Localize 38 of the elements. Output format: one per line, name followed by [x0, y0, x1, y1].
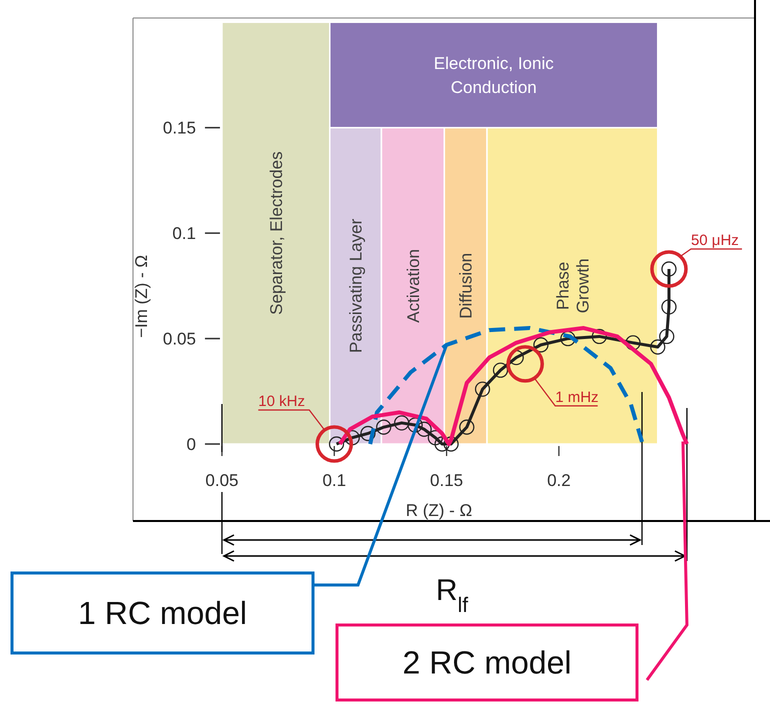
point [474, 382, 490, 397]
text: 1 RC model [78, 595, 247, 631]
point [443, 436, 459, 452]
x-tick-label: 0.2 [547, 471, 571, 490]
x-tick-label: 0.15 [430, 471, 464, 490]
y-tick-label: 0 [186, 435, 196, 454]
point [533, 337, 549, 352]
point [376, 420, 392, 435]
point [394, 415, 410, 431]
text: 2 RC model [402, 644, 572, 680]
point [360, 426, 376, 442]
x-tick-label: 0.1 [322, 471, 346, 490]
point [459, 420, 474, 435]
x-axis-title: R (Z) - Ω [406, 501, 472, 520]
y-axis-title: −Im (Z) - Ω [132, 254, 151, 338]
point [560, 330, 576, 346]
point [650, 339, 666, 355]
point [592, 328, 607, 344]
y-tick-label: 0.05 [162, 330, 196, 349]
point [661, 299, 677, 315]
band-label: Separator, Electrodes [266, 151, 286, 315]
point [492, 362, 508, 378]
annotation: 10 kHz [258, 393, 305, 410]
point [659, 328, 674, 344]
point [408, 417, 423, 433]
y-tick-label: 0.1 [172, 224, 196, 244]
x-tick-label: 0.05 [205, 471, 238, 490]
y-tick-label: 0.15 [162, 118, 196, 138]
annotation: 1 mHz [555, 388, 599, 406]
band-label: Activation [404, 248, 423, 323]
line-series [368, 326, 644, 446]
annotation: 50 μHz [690, 232, 739, 249]
point [416, 422, 432, 437]
text: R$_{lf}$ [436, 574, 468, 616]
band-label: Passivating Layer [346, 218, 366, 353]
band-label: Diffusion [456, 252, 476, 319]
band-label: Phase Growth [553, 258, 592, 314]
band-label: Electronic, Ionic Conduction [434, 54, 554, 97]
